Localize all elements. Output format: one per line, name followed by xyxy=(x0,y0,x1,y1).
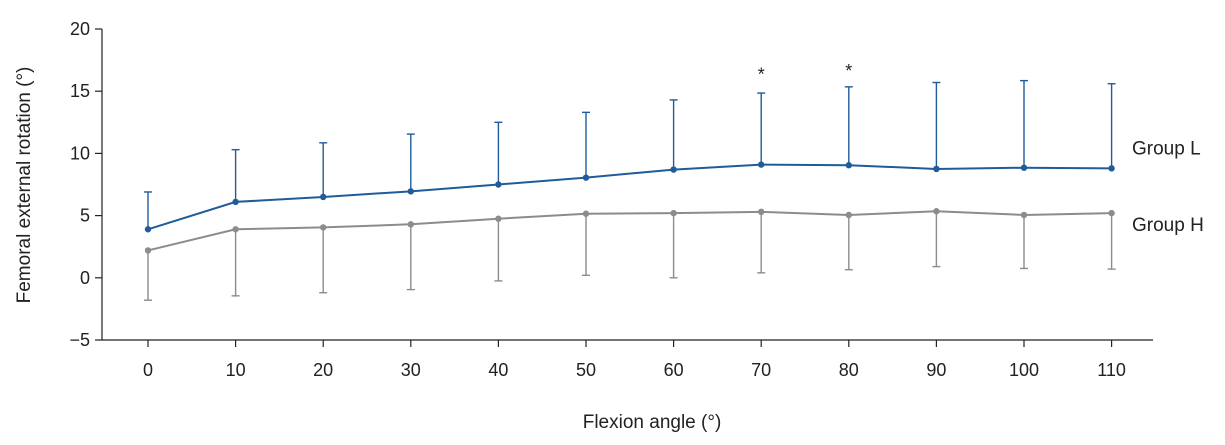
x-axis: 0 10 20 30 40 50 60 70 80 90 100 110 xyxy=(102,339,1153,380)
significance-marker: * xyxy=(845,61,852,81)
x-tick-label: 100 xyxy=(1009,360,1039,380)
data-point xyxy=(933,208,940,215)
x-tick-label: 40 xyxy=(488,360,508,380)
x-tick-label: 70 xyxy=(751,360,771,380)
x-tick-label: 10 xyxy=(226,360,246,380)
data-point xyxy=(1020,211,1028,219)
significance-marker: * xyxy=(758,65,765,85)
series-label: Group H xyxy=(1132,215,1204,236)
data-point xyxy=(1108,209,1115,217)
series-group-h: Group H xyxy=(144,208,1204,301)
data-point xyxy=(320,224,327,231)
x-tick-label: 110 xyxy=(1097,360,1126,380)
y-tick-label: 10 xyxy=(70,143,90,163)
x-tick-label: 0 xyxy=(143,360,153,380)
x-tick-label: 30 xyxy=(401,360,421,380)
data-point xyxy=(407,188,414,195)
series-group-l: Group L xyxy=(144,79,1201,233)
x-tick-label: 20 xyxy=(313,360,333,380)
x-tick-label: 90 xyxy=(926,360,946,380)
y-tick-label: 20 xyxy=(70,19,90,39)
data-point xyxy=(232,198,239,206)
data-point xyxy=(758,161,765,168)
series-line xyxy=(147,163,1112,231)
series-label: Group L xyxy=(1132,138,1201,159)
data-point xyxy=(933,165,940,173)
x-axis-label: Flexion angle (°) xyxy=(583,412,722,433)
data-point xyxy=(758,208,765,216)
data-point xyxy=(582,174,590,181)
data-point xyxy=(845,211,852,219)
data-point xyxy=(1108,165,1115,172)
data-point xyxy=(670,166,677,173)
y-axis-label: Femoral external rotation (°) xyxy=(14,67,35,304)
data-point xyxy=(495,181,502,188)
data-point xyxy=(845,162,852,169)
y-tick-label: −5 xyxy=(69,330,90,350)
data-point xyxy=(582,210,590,217)
y-tick-label: 15 xyxy=(70,81,90,101)
data-point xyxy=(407,221,414,228)
data-point xyxy=(144,247,152,254)
series-line xyxy=(147,210,1112,252)
x-tick-label: 80 xyxy=(839,360,859,380)
data-point xyxy=(232,226,239,233)
y-axis: −5 0 5 10 15 20 xyxy=(69,19,103,350)
y-tick-label: 0 xyxy=(80,268,90,288)
data-point xyxy=(670,209,677,217)
series-layer: Group L Group H xyxy=(144,79,1204,301)
annotation-layer: * * xyxy=(758,61,853,85)
data-point xyxy=(1020,164,1028,171)
x-tick-label: 60 xyxy=(664,360,684,380)
data-point xyxy=(144,226,152,233)
y-tick-label: 5 xyxy=(80,206,90,226)
data-point xyxy=(495,215,502,222)
data-point xyxy=(320,193,327,201)
x-tick-label: 50 xyxy=(576,360,596,380)
